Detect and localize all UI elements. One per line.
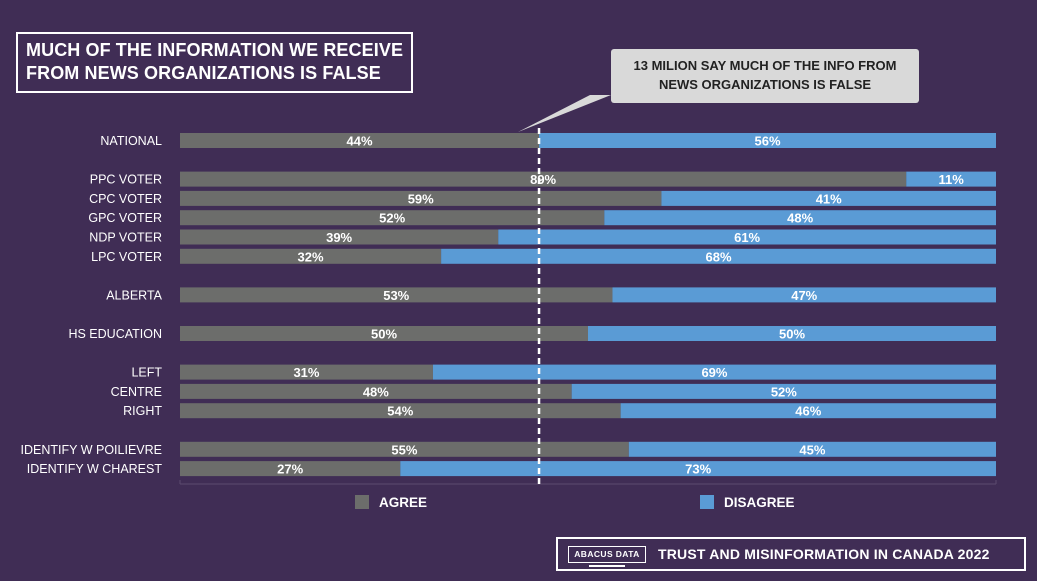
bar-agree-10: [180, 403, 621, 419]
agree-value-label-12: 27%: [277, 462, 303, 477]
category-label-6: ALBERTA: [106, 288, 162, 302]
bar-agree-5: [180, 248, 442, 264]
agree-value-label-4: 39%: [326, 230, 352, 245]
category-label-5: LPC VOTER: [91, 250, 162, 264]
disagree-value-label-11: 45%: [799, 442, 825, 457]
category-label-3: GPC VOTER: [88, 211, 162, 225]
bar-agree-7: [180, 326, 588, 341]
category-label-4: NDP VOTER: [89, 231, 162, 245]
agree-value-label-0: 44%: [347, 134, 373, 149]
bar-disagree-7: [588, 326, 996, 341]
bar-agree-9: [180, 383, 572, 399]
agree-value-label-6: 53%: [383, 288, 409, 303]
legend-disagree-swatch: [700, 495, 714, 509]
legend-disagree-label: DISAGREE: [724, 495, 795, 510]
bar-disagree-3: [604, 210, 996, 226]
legend-agree-swatch: [355, 495, 369, 509]
bar-agree-4: [180, 229, 499, 245]
bar-agree-6: [180, 287, 613, 303]
agree-value-label-11: 55%: [391, 442, 417, 457]
bar-agree-11: [180, 441, 629, 457]
category-label-8: LEFT: [131, 366, 162, 380]
disagree-value-label-2: 41%: [816, 191, 842, 206]
legend-agree-label: AGREE: [379, 495, 427, 510]
category-label-11: IDENTIFY W POILIEVRE: [21, 443, 162, 457]
disagree-value-label-8: 69%: [701, 365, 727, 380]
bar-disagree-2: [661, 190, 996, 206]
bar-disagree-8: [432, 364, 997, 380]
chart-title-line-2: FROM NEWS ORGANIZATIONS IS FALSE: [26, 63, 381, 83]
agree-value-label-2: 59%: [408, 191, 434, 206]
bar-agree-3: [180, 210, 605, 226]
category-label-10: RIGHT: [123, 404, 162, 418]
disagree-value-label-12: 73%: [685, 462, 711, 477]
bar-disagree-0: [539, 133, 996, 148]
agree-value-label-8: 31%: [293, 365, 319, 380]
disagree-value-label-1: 11%: [938, 172, 964, 187]
disagree-value-label-10: 46%: [795, 404, 821, 419]
bar-agree-0: [180, 133, 540, 148]
bar-agree-2: [180, 190, 662, 206]
bar-disagree-10: [620, 403, 996, 419]
footer-caption: TRUST AND MISINFORMATION IN CANADA 2022: [658, 546, 990, 562]
agree-value-label-1: 89%: [530, 172, 556, 187]
bar-disagree-6: [612, 287, 996, 303]
bar-disagree-1: [906, 171, 996, 187]
bar-agree-1: [180, 171, 907, 187]
callout-box: 13 MILION SAY MUCH OF THE INFO FROM NEWS…: [611, 49, 919, 103]
chart-title-line-1: MUCH OF THE INFORMATION WE RECEIVE: [26, 40, 404, 60]
abacus-data-logo: ABACUS DATA: [568, 545, 646, 567]
bar-disagree-5: [441, 248, 996, 264]
callout-pointer: [518, 95, 611, 132]
disagree-value-label-9: 52%: [771, 384, 797, 399]
category-label-1: PPC VOTER: [90, 173, 162, 187]
bar-disagree-4: [498, 229, 996, 245]
callout-line-1: 13 MILION SAY MUCH OF THE INFO FROM: [633, 58, 897, 73]
agree-value-label-9: 48%: [363, 384, 389, 399]
bar-agree-12: [180, 461, 401, 477]
category-label-0: NATIONAL: [100, 134, 162, 148]
bar-disagree-12: [400, 461, 996, 477]
agree-value-label-5: 32%: [298, 249, 324, 264]
disagree-value-label-4: 61%: [734, 230, 760, 245]
disagree-value-label-5: 68%: [706, 249, 732, 264]
disagree-value-label-0: 56%: [755, 134, 781, 149]
bar-agree-8: [180, 364, 433, 380]
chart-title: MUCH OF THE INFORMATION WE RECEIVE FROM …: [16, 32, 414, 93]
category-label-2: CPC VOTER: [89, 192, 162, 206]
disagree-value-label-3: 48%: [787, 211, 813, 226]
category-label-9: CENTRE: [111, 385, 162, 399]
category-label-12: IDENTIFY W CHAREST: [27, 462, 163, 476]
callout-line-2: NEWS ORGANIZATIONS IS FALSE: [658, 77, 872, 92]
category-label-7: HS EDUCATION: [68, 327, 162, 341]
agree-value-label-10: 54%: [387, 404, 413, 419]
agree-value-label-7: 50%: [371, 327, 397, 342]
disagree-value-label-7: 50%: [779, 327, 805, 342]
footer: ABACUS DATA TRUST AND MISINFORMATION IN …: [556, 537, 1026, 571]
bar-disagree-11: [628, 441, 996, 457]
agree-value-label-3: 52%: [379, 211, 405, 226]
disagree-value-label-6: 47%: [791, 288, 817, 303]
bar-disagree-9: [571, 383, 996, 399]
